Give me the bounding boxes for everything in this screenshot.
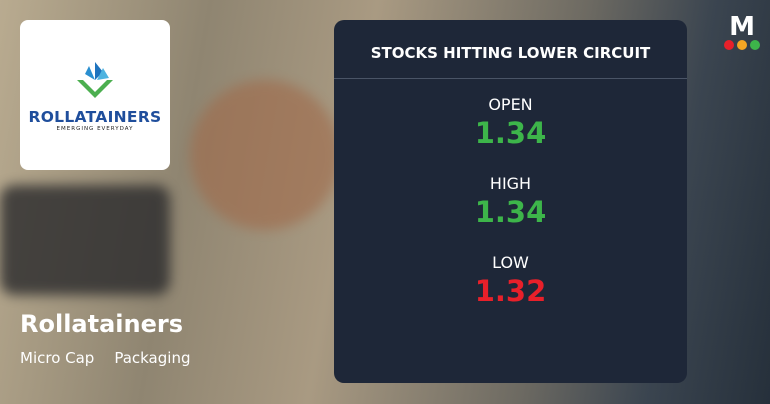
logo-tagline: EMERGING EVERYDAY [56, 126, 134, 132]
sector: Packaging [114, 349, 191, 367]
logo-mark-icon [77, 62, 113, 98]
company-name: Rollatainers [20, 310, 183, 338]
open-label: OPEN [488, 95, 533, 114]
company-logo: ROLLATAINERS EMERGING EVERYDAY [20, 20, 170, 170]
background-phone [0, 185, 170, 295]
price-panel: STOCKS HITTING LOWER CIRCUIT OPEN 1.34 H… [334, 20, 687, 383]
open-value: 1.34 [474, 116, 547, 150]
background-jar [190, 80, 340, 230]
high-label: HIGH [489, 174, 532, 193]
orange-dot-icon [737, 40, 747, 50]
red-dot-icon [724, 40, 734, 50]
brand-logo: M [722, 12, 762, 50]
brand-letter: M [729, 12, 755, 42]
low-value: 1.32 [474, 274, 547, 308]
green-dot-icon [750, 40, 760, 50]
low-label: LOW [492, 253, 529, 272]
panel-title: STOCKS HITTING LOWER CIRCUIT [334, 20, 687, 79]
logo-text: ROLLATAINERS [28, 108, 162, 126]
market-cap: Micro Cap [20, 349, 95, 367]
high-value: 1.34 [474, 195, 547, 229]
